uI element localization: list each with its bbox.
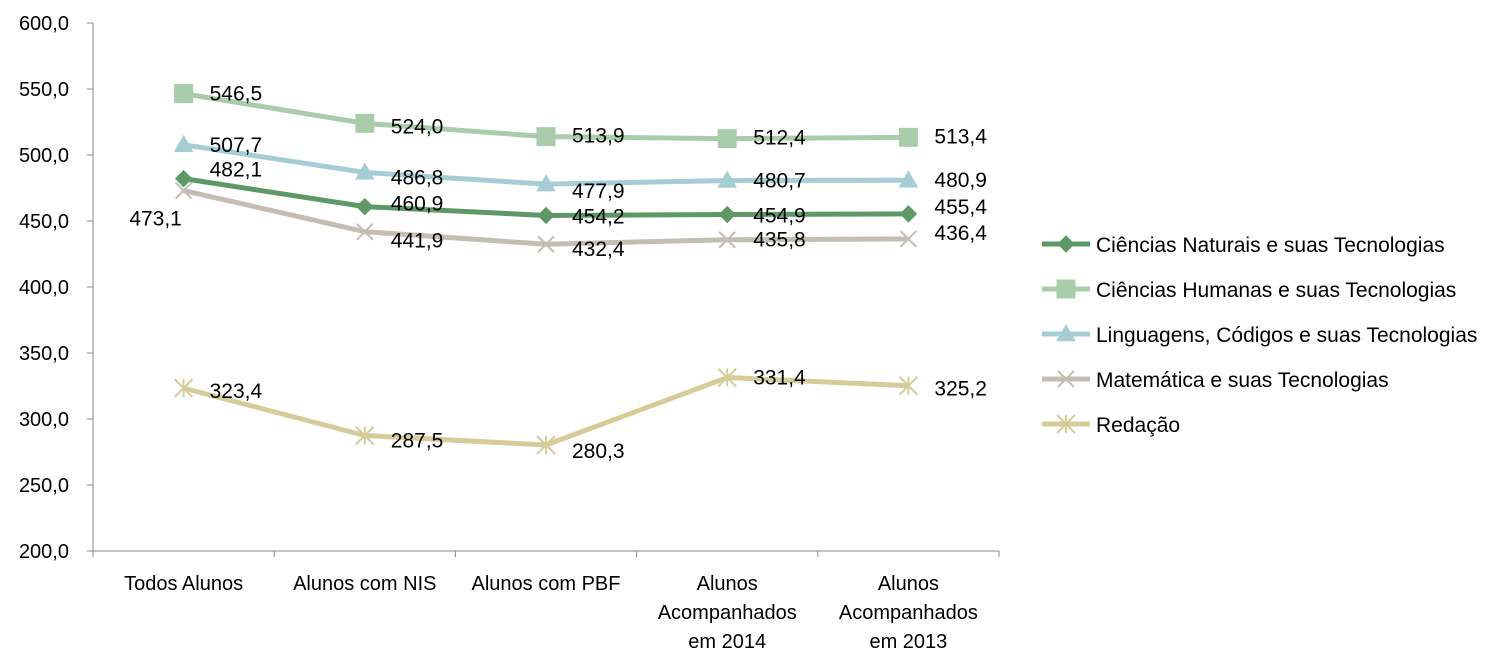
data-point	[717, 170, 738, 188]
legend-item: Ciências Humanas e suas Tecnologias	[1042, 279, 1456, 302]
y-tick-label: 400,0	[19, 277, 69, 299]
data-label: 512,4	[753, 127, 806, 150]
y-tick-label: 200,0	[19, 541, 69, 563]
data-point	[717, 129, 737, 149]
data-point	[536, 174, 556, 192]
legend-marker	[1056, 323, 1076, 342]
x-category-label-line: Alunos com PBF	[472, 573, 621, 595]
y-tick-label: 500,0	[19, 145, 69, 167]
x-category-label-line: em 2013	[869, 631, 947, 653]
y-tick-label: 550,0	[19, 79, 69, 101]
legend-item: Redação	[1042, 414, 1180, 437]
data-point	[356, 222, 374, 241]
x-category-label: Alunos Acompanhados em 2013	[839, 573, 978, 653]
legend-marker	[1056, 414, 1076, 434]
data-point	[536, 127, 556, 147]
data-point	[354, 162, 375, 180]
data-label: 323,4	[210, 380, 263, 403]
legend-label: Matemática e suas Tecnologias	[1096, 369, 1389, 392]
legend-marker	[1057, 370, 1075, 388]
legend-marker	[1056, 279, 1076, 299]
data-point	[356, 197, 374, 216]
data-label: 280,3	[572, 440, 625, 463]
data-label: 480,7	[753, 169, 806, 192]
data-point	[537, 206, 555, 225]
y-tick-label: 600,0	[19, 13, 69, 35]
data-label: 486,8	[391, 166, 444, 189]
data-label: 524,0	[391, 115, 444, 138]
data-labels: 482,1 460,9 454,2 454,9 455,4 546,5 524,0 513,9…	[129, 83, 987, 463]
legend-label: Redação	[1096, 414, 1180, 437]
y-tick-label: 450,0	[19, 211, 69, 233]
legend: Ciências Naturais e suas Tecnologias Ciên…	[1042, 234, 1477, 437]
x-category-label: Alunos com PBF	[472, 573, 621, 595]
axes: 200,0 250,0 300,0 350,0 400,0 450,0 500,0 550,0…	[19, 13, 1000, 653]
data-point	[718, 231, 736, 249]
x-category-label: Alunos com NIS	[293, 573, 436, 595]
y-tick-label: 300,0	[19, 409, 69, 431]
data-label: 480,9	[934, 169, 987, 192]
data-label: 331,4	[753, 367, 806, 390]
data-point	[717, 367, 737, 388]
x-category-label-line: Alunos	[697, 573, 758, 595]
legend-item: Ciências Naturais e suas Tecnologias	[1042, 234, 1445, 257]
data-label: 436,4	[934, 222, 987, 245]
data-label: 482,1	[210, 159, 263, 182]
data-label: 435,8	[753, 229, 806, 252]
y-tick-label: 250,0	[19, 475, 69, 497]
x-category-label-line: Alunos com NIS	[293, 573, 436, 595]
data-label: 513,4	[934, 125, 987, 148]
data-point	[898, 376, 919, 396]
data-point	[174, 169, 193, 188]
data-label: 454,9	[753, 205, 806, 228]
data-label: 432,4	[572, 238, 625, 261]
data-point	[899, 230, 918, 248]
data-label: 507,7	[210, 134, 263, 157]
legend-label: Ciências Naturais e suas Tecnologias	[1096, 234, 1445, 257]
legend-item: Linguagens, Códigos e suas Tecnologias	[1042, 323, 1477, 347]
data-point	[536, 435, 556, 455]
data-label: 287,5	[391, 430, 444, 453]
x-category-label-line: Alunos	[878, 573, 939, 595]
x-category-label: Alunos Acompanhados em 2014	[658, 573, 797, 653]
data-label: 473,1	[129, 208, 182, 231]
legend-label: Ciências Humanas e suas Tecnologias	[1096, 279, 1456, 302]
data-point	[174, 84, 194, 104]
data-point	[173, 378, 194, 398]
x-category-label-line: Acompanhados	[658, 602, 797, 624]
x-category-label-line: Todos Alunos	[124, 573, 243, 595]
data-point	[355, 425, 375, 446]
data-point	[898, 127, 918, 147]
data-label: 454,2	[572, 205, 625, 228]
data-point	[537, 235, 555, 253]
data-label: 455,4	[934, 196, 987, 219]
data-point	[718, 205, 736, 224]
data-label: 441,9	[391, 230, 444, 253]
data-label: 513,9	[572, 125, 625, 148]
x-category-label-line: em 2014	[688, 631, 766, 653]
series-markers	[173, 84, 919, 455]
data-point	[898, 170, 919, 188]
legend-item: Matemática e suas Tecnologias	[1042, 369, 1389, 392]
data-point	[899, 205, 918, 223]
data-label: 546,5	[210, 83, 263, 106]
y-tick-label: 350,0	[19, 343, 69, 365]
data-label: 460,9	[391, 193, 444, 216]
x-category-label: Todos Alunos	[124, 573, 243, 595]
legend-label: Linguagens, Códigos e suas Tecnologias	[1096, 324, 1477, 347]
x-category-label-line: Acompanhados	[839, 602, 978, 624]
data-label: 325,2	[934, 378, 987, 401]
data-point	[173, 134, 194, 153]
data-point	[174, 181, 193, 200]
legend-marker	[1057, 235, 1075, 253]
data-label: 477,9	[572, 180, 625, 203]
data-point	[355, 113, 375, 133]
